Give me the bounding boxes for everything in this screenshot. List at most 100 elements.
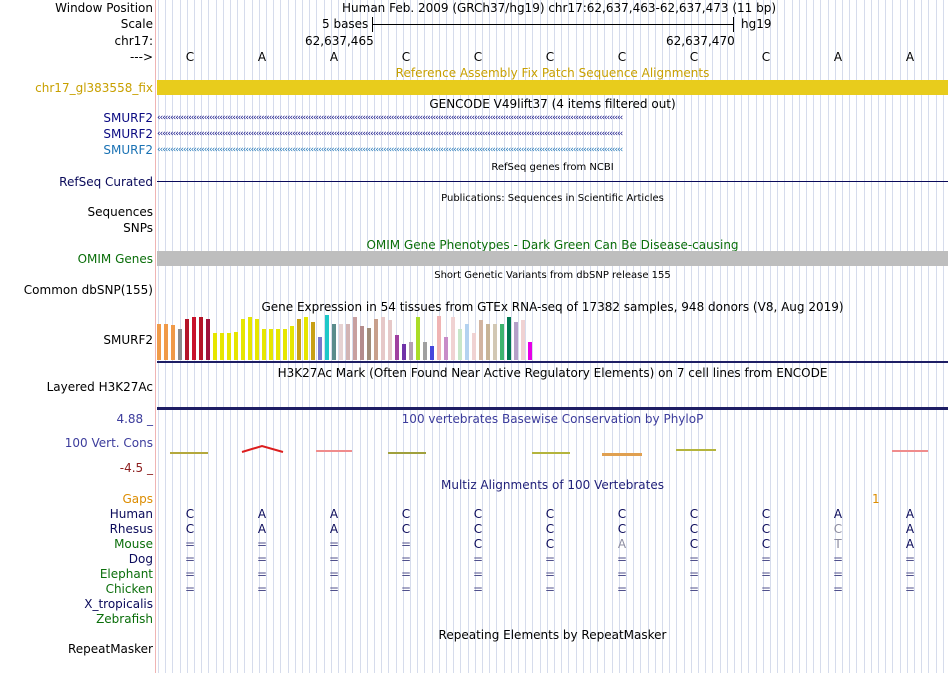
gencode-transcript-3[interactable]: ‹‹‹‹‹‹‹‹‹‹‹‹‹‹‹‹‹‹‹‹‹‹‹‹‹‹‹‹‹‹‹‹‹‹‹‹‹‹‹‹… (157, 145, 623, 155)
gtex-bar[interactable] (367, 328, 371, 360)
gtex-bar[interactable] (444, 337, 448, 360)
species-label[interactable]: Mouse (114, 537, 153, 551)
gencode-label-1[interactable]: SMURF2 (103, 111, 153, 125)
refseq-title[interactable]: RefSeq genes from NCBI (491, 162, 614, 173)
gtex-bar[interactable] (213, 333, 217, 360)
gencode-transcript-1[interactable]: ‹‹‹‹‹‹‹‹‹‹‹‹‹‹‹‹‹‹‹‹‹‹‹‹‹‹‹‹‹‹‹‹‹‹‹‹‹‹‹‹… (157, 113, 623, 123)
species-label[interactable]: Dog (128, 552, 153, 566)
fix-patch-label[interactable]: chr17_gl383558_fix (35, 81, 153, 95)
gtex-bar[interactable] (374, 319, 378, 360)
gtex-bar[interactable] (255, 319, 259, 360)
gtex-bar[interactable] (178, 329, 182, 360)
gtex-bar[interactable] (171, 325, 175, 360)
gtex-bar[interactable] (339, 324, 343, 360)
gtex-bar[interactable] (493, 324, 497, 360)
species-label[interactable]: X_tropicalis (84, 597, 153, 611)
gtex-bar[interactable] (234, 332, 238, 360)
sequences-label[interactable]: Sequences (87, 205, 153, 219)
gtex-label[interactable]: SMURF2 (103, 333, 153, 347)
gtex-bar[interactable] (423, 342, 427, 360)
gtex-bar[interactable] (325, 315, 329, 360)
multiz-title[interactable]: Multiz Alignments of 100 Vertebrates (440, 478, 665, 492)
species-label[interactable]: Human (109, 507, 153, 521)
gtex-bar[interactable] (241, 319, 245, 360)
phylop-segment-7 (602, 453, 642, 456)
gtex-bar[interactable] (353, 317, 357, 360)
gencode-title[interactable]: GENCODE V49lift37 (4 items filtered out) (429, 97, 676, 111)
gtex-bar[interactable] (220, 333, 224, 360)
gtex-bar[interactable] (430, 346, 434, 360)
gtex-bar[interactable] (409, 342, 413, 360)
repeatmasker-label[interactable]: RepeatMasker (67, 642, 153, 656)
gtex-bar[interactable] (388, 320, 392, 360)
window-position-title[interactable]: Human Feb. 2009 (GRCh37/hg19) chr17:62,6… (342, 1, 777, 15)
gtex-bar[interactable] (381, 317, 385, 360)
refseq-label[interactable]: RefSeq Curated (59, 175, 153, 189)
gtex-bar[interactable] (479, 320, 483, 360)
gtex-bar[interactable] (402, 344, 406, 360)
publications-title[interactable]: Publications: Sequences in Scientific Ar… (441, 193, 664, 204)
gtex-bar[interactable] (248, 317, 252, 360)
gencode-label-3[interactable]: SMURF2 (103, 143, 153, 157)
gtex-bar[interactable] (332, 324, 336, 360)
h3k27ac-label[interactable]: Layered H3K27Ac (46, 380, 153, 394)
phylop-label[interactable]: 100 Vert. Cons (64, 436, 153, 450)
gtex-bar[interactable] (521, 320, 525, 360)
refseq-transcript-line[interactable] (157, 181, 948, 182)
fix-patch-bar[interactable] (157, 80, 948, 95)
gtex-bar[interactable] (311, 322, 315, 360)
gtex-bar[interactable] (297, 319, 301, 360)
gencode-label-2[interactable]: SMURF2 (103, 127, 153, 141)
gtex-bar[interactable] (451, 317, 455, 360)
gtex-bar[interactable] (395, 335, 399, 360)
species-label[interactable]: Rhesus (109, 522, 153, 536)
gtex-bar[interactable] (514, 322, 518, 360)
gtex-bar[interactable] (157, 324, 161, 360)
snps-label[interactable]: SNPs (123, 221, 153, 235)
gtex-bar[interactable] (269, 329, 273, 360)
gtex-bar[interactable] (192, 317, 196, 360)
gtex-bar[interactable] (528, 342, 532, 360)
gtex-bar[interactable] (486, 324, 490, 360)
gtex-bar[interactable] (416, 317, 420, 360)
gtex-bar[interactable] (206, 319, 210, 360)
gtex-bar[interactable] (262, 329, 266, 360)
gtex-bar[interactable] (290, 326, 294, 360)
gtex-bar[interactable] (283, 329, 287, 360)
gtex-bar[interactable] (199, 317, 203, 360)
repeatmasker-title[interactable]: Repeating Elements by RepeatMasker (438, 628, 667, 642)
fix-patch-title[interactable]: Reference Assembly Fix Patch Sequence Al… (395, 66, 710, 80)
species-base: = (256, 537, 268, 551)
h3k27ac-signal-bar[interactable] (157, 407, 948, 410)
gtex-bar[interactable] (500, 324, 504, 360)
species-label[interactable]: Zebrafish (96, 612, 153, 626)
gtex-bar[interactable] (227, 333, 231, 360)
h3k27ac-title[interactable]: H3K27Ac Mark (Often Found Near Active Re… (277, 366, 828, 380)
gtex-bar[interactable] (437, 316, 441, 360)
omim-title[interactable]: OMIM Gene Phenotypes - Dark Green Can Be… (366, 238, 739, 252)
chrom-label: chr17: (114, 34, 153, 48)
gtex-bar[interactable] (304, 317, 308, 360)
dbsnp-title[interactable]: Short Genetic Variants from dbSNP releas… (434, 270, 671, 281)
gtex-bar[interactable] (507, 317, 511, 360)
gtex-title[interactable]: Gene Expression in 54 tissues from GTEx … (261, 300, 844, 314)
species-label[interactable]: Elephant (99, 567, 153, 581)
gtex-bar[interactable] (318, 337, 322, 360)
omim-gene-bar[interactable] (157, 251, 948, 266)
phylop-title[interactable]: 100 vertebrates Basewise Conservation by… (401, 412, 704, 426)
omim-label[interactable]: OMIM Genes (77, 252, 153, 266)
gtex-bar[interactable] (360, 326, 364, 360)
gtex-bar[interactable] (472, 333, 476, 360)
gaps-label[interactable]: Gaps (122, 492, 153, 506)
strand-label[interactable]: ---> (129, 50, 153, 64)
gtex-bar[interactable] (465, 324, 469, 360)
species-label[interactable]: Chicken (105, 582, 153, 596)
gtex-bar[interactable] (185, 319, 189, 360)
gtex-bar[interactable] (346, 324, 350, 360)
gtex-bar[interactable] (164, 324, 168, 360)
gencode-transcript-2[interactable]: ‹‹‹‹‹‹‹‹‹‹‹‹‹‹‹‹‹‹‹‹‹‹‹‹‹‹‹‹‹‹‹‹‹‹‹‹‹‹‹‹… (157, 129, 623, 139)
gtex-bar[interactable] (458, 329, 462, 360)
dbsnp-label[interactable]: Common dbSNP(155) (23, 283, 153, 297)
gtex-bar[interactable] (276, 329, 280, 360)
